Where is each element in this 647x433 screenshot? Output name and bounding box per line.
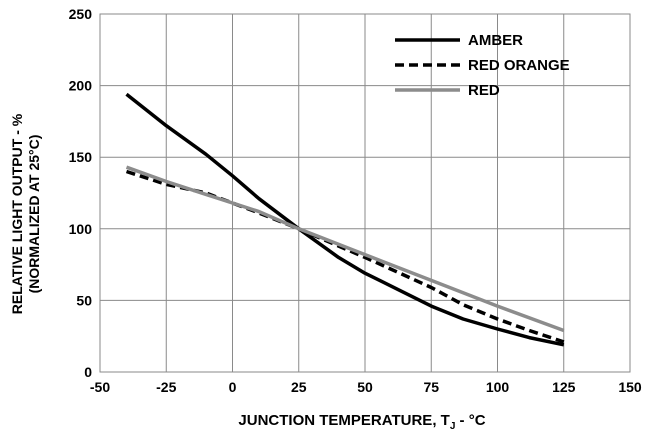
plot-frame: [99, 13, 631, 373]
series-line-red: [125, 165, 565, 333]
legend: AMBER RED ORANGE RED: [395, 32, 570, 99]
y-axis-label: RELATIVE LIGHT OUTPUT - %: [9, 113, 25, 314]
y-tick-label: 100: [69, 221, 93, 237]
x-tick-label: 125: [552, 379, 576, 395]
series-lines: [125, 92, 565, 347]
legend-label: RED: [468, 82, 500, 99]
x-tick-label: 0: [229, 379, 237, 395]
y-tick-label: 200: [69, 78, 93, 94]
tick-labels: -50 -25 0 25 50 75 100 125 150 0 50 100 150 200 250: [69, 6, 642, 395]
x-tick-label: 100: [486, 379, 510, 395]
y-axis-label-2: (NORMALIZED AT 25°C): [26, 135, 42, 294]
x-axis-label: JUNCTION TEMPERATURE, TJ - °C: [238, 412, 485, 432]
y-tick-label: 50: [76, 292, 92, 308]
legend-label: AMBER: [468, 32, 523, 49]
legend-label: RED ORANGE: [468, 57, 570, 74]
x-axis-label-tail: - °C: [455, 412, 485, 429]
y-tick-label: 150: [69, 149, 93, 165]
grid: [99, 13, 631, 373]
y-tick-label: 0: [84, 364, 92, 380]
x-tick-label: 50: [357, 379, 373, 395]
series-line-amber: [125, 92, 565, 347]
x-tick-label: 25: [291, 379, 307, 395]
y-axis-label-line1: RELATIVE LIGHT OUTPUT - %: [9, 113, 25, 314]
x-tick-label: 75: [423, 379, 439, 395]
x-axis-label-sub: J: [450, 421, 456, 432]
series-line-red-orange: [125, 169, 565, 344]
y-axis-label-line2: (NORMALIZED AT 25°C): [26, 135, 42, 294]
x-tick-label: -50: [90, 379, 110, 395]
x-tick-label: -25: [156, 379, 176, 395]
y-tick-label: 250: [69, 6, 93, 22]
x-tick-label: 150: [618, 379, 642, 395]
x-axis-label-main: JUNCTION TEMPERATURE, T: [238, 412, 449, 429]
